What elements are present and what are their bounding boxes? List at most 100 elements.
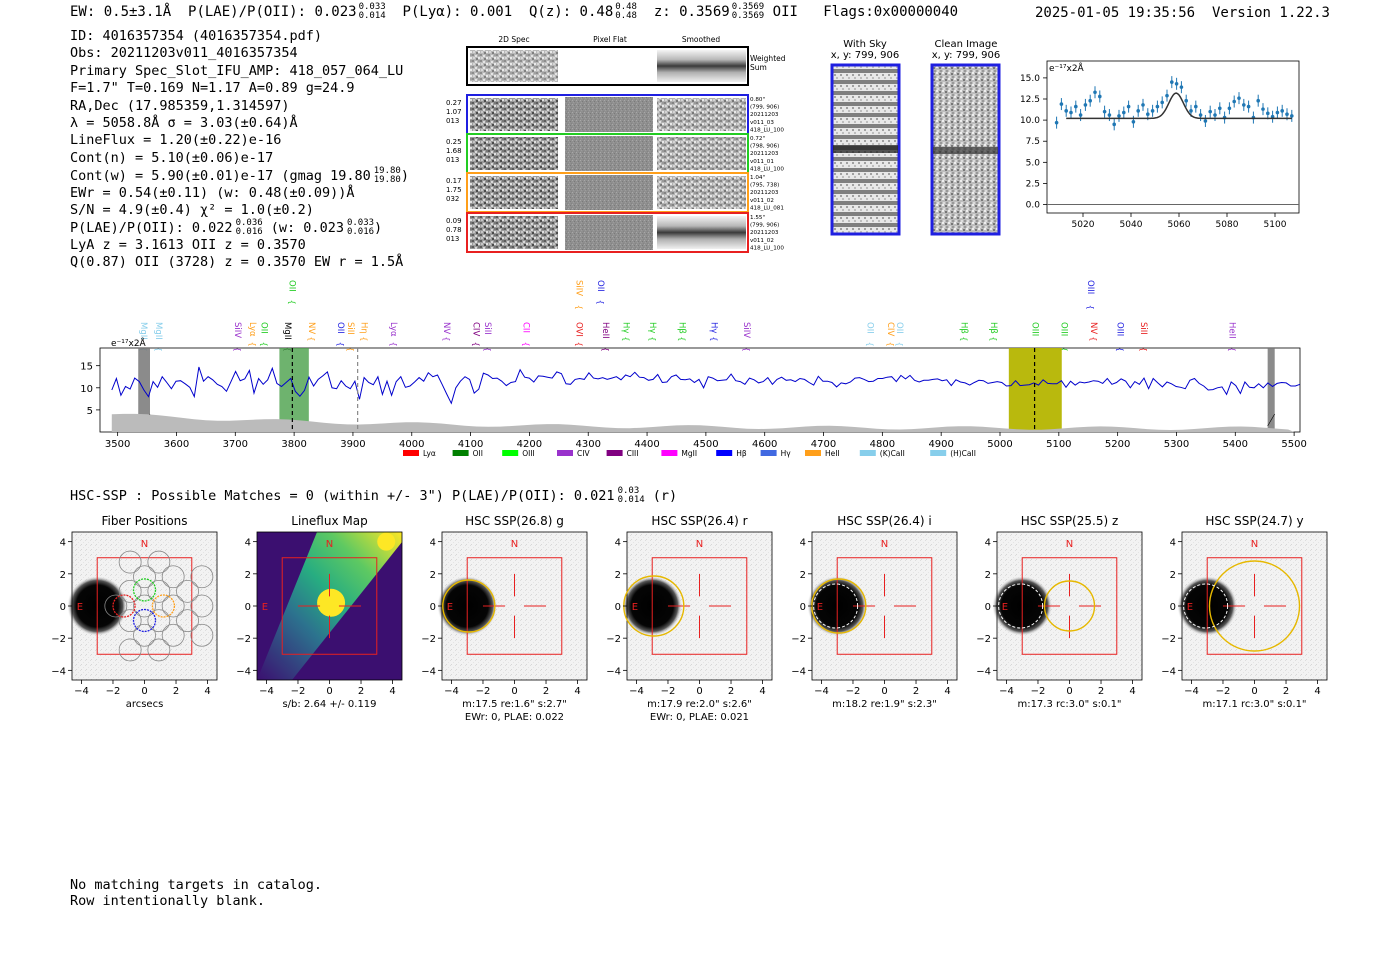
cutout-right-label: 418_LU_100 <box>750 245 784 251</box>
spectrum-x-tick-label: 3600 <box>164 439 189 450</box>
cutout-row-frame <box>466 172 749 213</box>
line-label-brace: { <box>521 342 530 347</box>
line-label-brace: { <box>1060 347 1069 352</box>
hsc-x-tick-label: 0 <box>326 686 332 697</box>
hsc-y-tick-label: −4 <box>606 666 621 677</box>
hsc-y-tick-label: 0 <box>800 602 806 613</box>
hsc-panel-title: HSC SSP(26.8) g <box>465 514 564 528</box>
cutout-2d-spec <box>470 216 558 249</box>
zoom-point <box>1179 85 1184 89</box>
weighted-sum-frame <box>466 46 749 86</box>
hsc-bg <box>627 532 772 680</box>
zoom-point <box>1227 106 1232 111</box>
hsc-x-tick-label: 4 <box>204 686 210 697</box>
zoom-point <box>1198 113 1203 117</box>
cutout-left-label: 0.25 <box>446 138 462 146</box>
hsc-caption: m:18.2 re:1.9" s:2.3" <box>832 699 937 710</box>
line-label-brace: { <box>471 342 480 347</box>
line-label: OII { <box>865 322 875 347</box>
plae2-lo: 0.016 <box>235 227 263 238</box>
zoom-point <box>1174 82 1179 86</box>
ew-value: EW: 0.5±3.1Å <box>70 4 172 20</box>
hsc-panel: HSC SSP(26.8) g N E −4 −4 −2 −2 0 0 2 2 4 4 m:17.5 re… <box>421 514 588 723</box>
hsc-frame <box>71 531 218 681</box>
zoom-point <box>1059 102 1064 106</box>
zoom-point <box>1189 109 1193 113</box>
cutout-left-label: 0.27 <box>446 99 462 107</box>
cutout-row-frame <box>466 94 749 135</box>
cutout-left-label: 0.78 <box>446 226 462 234</box>
hsc-x-tick-label: −2 <box>1216 686 1231 697</box>
qz-lo: 0.48 <box>615 11 637 21</box>
line-label: Hβ { <box>959 322 969 341</box>
spectrum-y-tick-label: 10 <box>80 384 93 395</box>
legend-label: Hγ <box>781 449 792 458</box>
cutout-left-label: 1.75 <box>446 186 462 194</box>
info-radec: RA,Dec (17.985359,1.314597) <box>70 97 290 114</box>
legend-swatch <box>805 450 821 456</box>
zoom-x-tick-label: 5080 <box>1216 220 1239 230</box>
zoom-point <box>1280 109 1284 113</box>
hsc-x-tick-label: 4 <box>1129 686 1135 697</box>
line-label: Hβ { <box>676 322 686 341</box>
east-label: E <box>77 602 83 613</box>
hsc-y-tick-label: −2 <box>421 634 436 645</box>
hsc-panels: Fiber Positions N E −4 −4 −2 −2 0 0 2 2 4 4 arcsecs Li… <box>51 514 1328 723</box>
hsc-y-tick-label: 2 <box>245 570 251 581</box>
cutout-smoothed <box>657 98 746 131</box>
weighted-smooth <box>657 50 746 82</box>
line-label: OIII { <box>1115 322 1125 352</box>
plae2-end: ) <box>374 220 383 237</box>
north-label: N <box>881 539 888 550</box>
line-label-text: MgII <box>138 322 148 340</box>
with-sky-title: With Sky <box>843 39 887 50</box>
line-label-brace: { <box>346 347 355 352</box>
spectrum-x-tick-label: 3700 <box>223 439 248 450</box>
cutout-right-label: (799, 906) <box>750 223 779 229</box>
zoom-point <box>1266 111 1270 116</box>
zoom-chart-frame <box>1046 60 1300 214</box>
cutout-right-label: 20211203 <box>750 230 779 236</box>
cutout-row-frame <box>466 212 749 253</box>
hsc-red-box <box>651 557 748 655</box>
line-label: MgII { <box>282 322 292 352</box>
hsc-x-tick-label: 0 <box>141 686 147 697</box>
cutout-pixel-flat <box>565 175 653 210</box>
cutout-right-label: 20211203 <box>750 151 779 157</box>
hsc-x-tick-label: 2 <box>543 686 549 697</box>
hsc-x-tick-label: 4 <box>944 686 950 697</box>
cutout-right-label: 1.55" <box>750 215 765 221</box>
line-label-brace: { <box>866 342 875 347</box>
legend-swatch <box>716 450 733 456</box>
zoom-point <box>1083 103 1088 107</box>
line-label-text: Hγ <box>709 322 719 333</box>
line-label-text: OII <box>894 322 904 334</box>
hsc-white-aperture <box>1183 583 1229 629</box>
hsc-caption: m:17.5 re:1.6" s:2.7" <box>462 699 567 710</box>
hsc-caption: m:17.3 rc:3.0" s:0.1" <box>1017 699 1121 710</box>
fiber-circle <box>147 609 171 633</box>
plae2-hi: 0.036 <box>235 218 263 229</box>
hsc-x-tick-label: −4 <box>1184 686 1199 697</box>
hsc-lo: 0.014 <box>617 495 645 505</box>
hsc-red-box <box>466 557 563 655</box>
line-label: CIV { <box>885 322 895 347</box>
line-label-brace: { <box>283 347 292 352</box>
qz-hi: 0.48 <box>615 2 637 12</box>
hsc-y-tick-label: −4 <box>791 666 806 677</box>
hsc-bg <box>1182 532 1327 680</box>
hsc-panel: Fiber Positions N E −4 −4 −2 −2 0 0 2 2 4 4 arcsecs <box>51 514 218 710</box>
hsc-panel-title: HSC SSP(26.4) r <box>651 514 747 528</box>
spectrum-x-tick-label: 4800 <box>870 439 895 450</box>
legend-swatch <box>760 450 777 456</box>
spectrum-x-tick-label: 3500 <box>105 439 130 450</box>
zoom-point <box>1078 113 1083 117</box>
cutout-pixel-flat <box>565 136 653 171</box>
line-label-brace: { <box>442 336 451 341</box>
line-label-text: Hγ <box>647 322 657 333</box>
line-label-brace: { <box>574 305 583 310</box>
spectrum-frame <box>99 347 1301 433</box>
hsc-source <box>1177 576 1238 636</box>
north-label: N <box>696 539 703 550</box>
